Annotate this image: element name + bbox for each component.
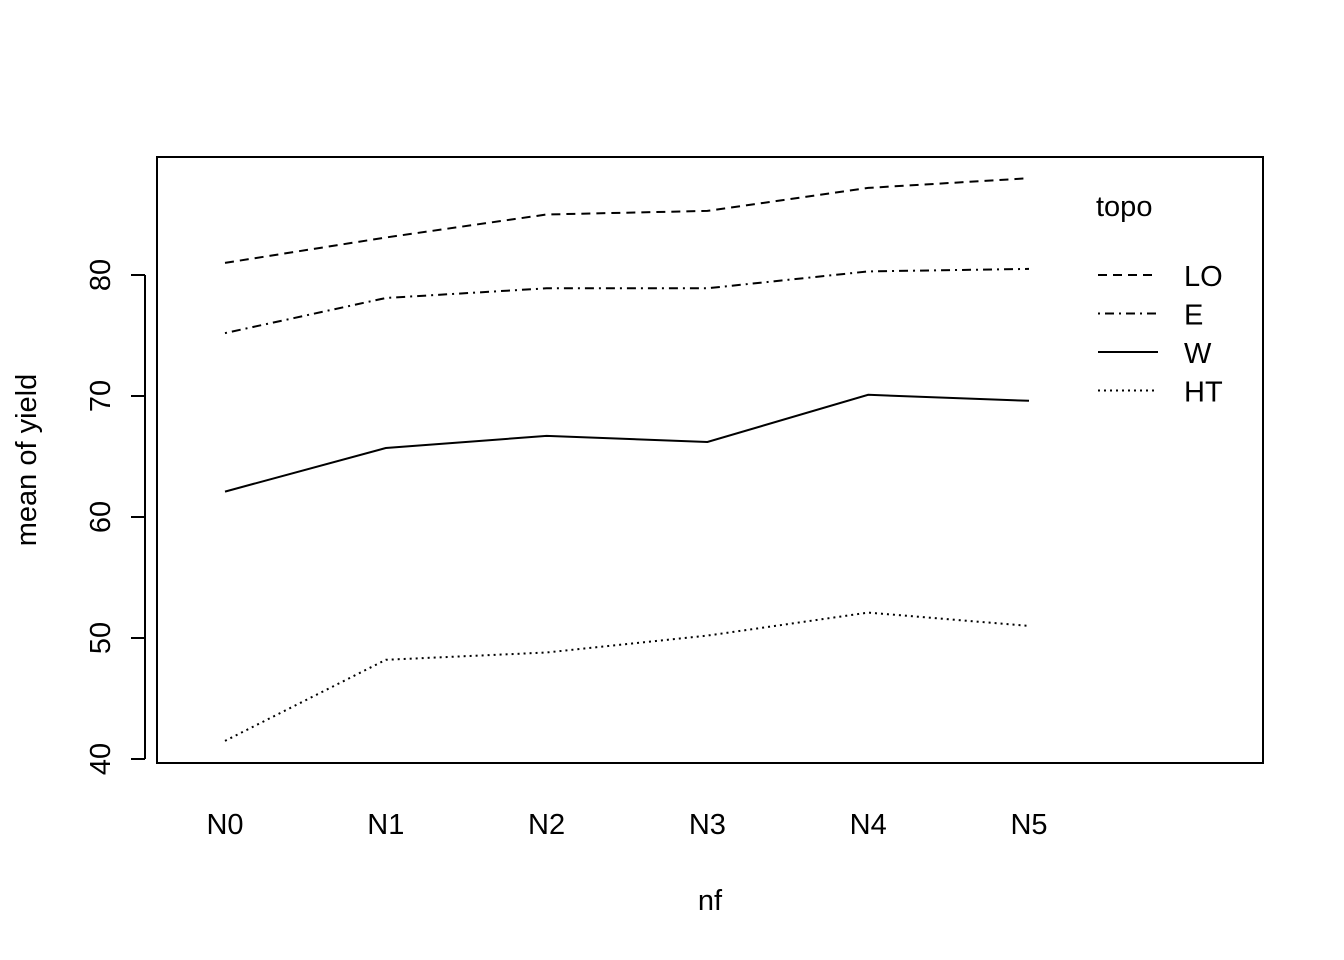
legend-label: LO	[1184, 261, 1223, 293]
y-axis: 40 50 60 70 80	[85, 259, 146, 775]
y-tick-label: 60	[85, 501, 117, 533]
x-tick-label: N4	[850, 809, 887, 841]
x-tick-label: N1	[367, 809, 404, 841]
y-tick-label: 40	[85, 743, 117, 775]
x-tick-label: N2	[528, 809, 565, 841]
x-axis-labels: N0 N1 N2 N3 N4 N5	[206, 809, 1047, 841]
legend: topo LO EW HT	[1096, 191, 1223, 409]
legend-label: E	[1184, 300, 1203, 332]
y-tick-label: 50	[85, 622, 117, 654]
x-tick-label: N0	[206, 809, 243, 841]
y-tick-label: 70	[85, 380, 117, 412]
x-tick-label: N3	[689, 809, 726, 841]
y-axis-title: mean of yield	[11, 374, 43, 547]
series-line-lo	[224, 177, 1030, 264]
legend-title: topo	[1096, 191, 1152, 223]
series-line-ht	[224, 611, 1030, 742]
x-tick-label: N5	[1010, 809, 1047, 841]
x-axis-title: nf	[698, 885, 723, 917]
series-line-e	[224, 267, 1030, 335]
y-tick-label: 80	[85, 259, 117, 291]
plot-box	[156, 156, 1264, 764]
legend-label: W	[1184, 338, 1212, 370]
series-lines	[224, 177, 1030, 742]
series-line-w	[224, 393, 1030, 493]
legend-label: HT	[1184, 377, 1223, 409]
